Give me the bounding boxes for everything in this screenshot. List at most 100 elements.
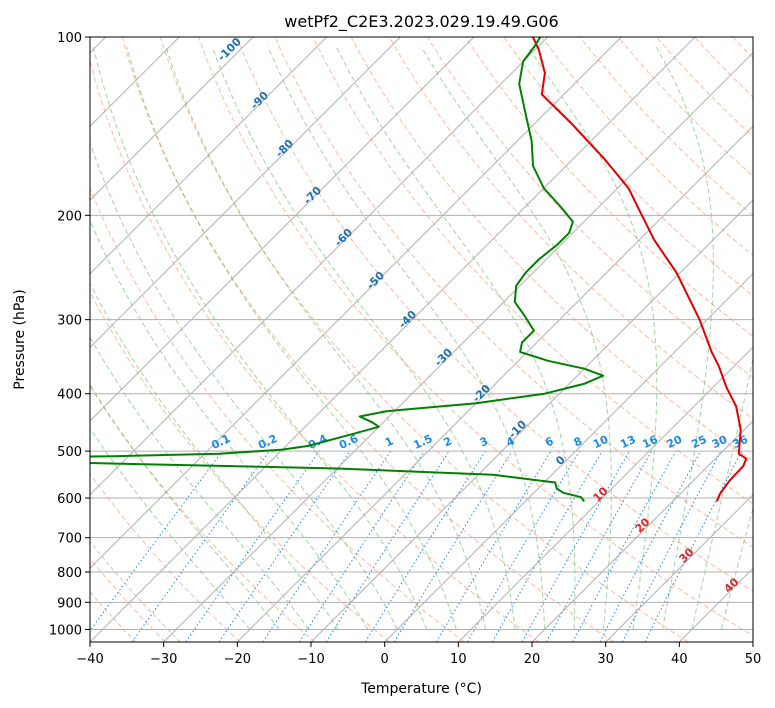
dry-adiabat-line	[236, 37, 753, 592]
mixing-ratio-line	[393, 450, 513, 642]
dry-adiabat-line	[465, 37, 753, 337]
moist-adiabat-line	[165, 46, 487, 630]
mixing-ratio-label: 10	[591, 433, 611, 451]
dewpoint-line	[90, 37, 605, 502]
x-tick-label: 0	[381, 652, 389, 667]
mixing-ratio-label: 6	[543, 434, 556, 449]
x-tick-label: −30	[150, 652, 177, 667]
moist-adiabat-line	[421, 46, 612, 630]
mixing-ratio-label: 0.2	[256, 432, 279, 452]
x-tick-label: −40	[76, 652, 103, 667]
moist-adiabat-line	[126, 46, 457, 630]
y-tick-label: 600	[57, 492, 82, 507]
x-tick-label: −20	[224, 652, 251, 667]
dry-adiabat-line	[771, 37, 775, 642]
x-axis: −40 −30 −20 −10 0 10 20 30 40 50	[76, 642, 761, 667]
y-axis: 100 200 300 400 500 600 700 800 900 1000	[49, 31, 90, 638]
x-axis-label: Temperature (°C)	[360, 681, 482, 697]
mixing-ratio-label: 0.1	[209, 432, 232, 452]
moist-adiabat-line	[655, 46, 714, 630]
isotherm-line	[90, 37, 401, 349]
isotherm-label: -60	[332, 226, 355, 249]
dry-adiabat-line	[159, 37, 689, 642]
mixing-ratio-line	[325, 450, 450, 642]
mixing-ratio-line	[521, 450, 630, 642]
isotherm-line	[90, 37, 622, 570]
mixing-ratio-label: 2	[442, 434, 454, 449]
y-axis-label: Pressure (hPa)	[12, 289, 28, 389]
moist-adiabat-line	[267, 46, 546, 630]
mixing-ratio-line	[90, 450, 223, 632]
moist-adiabat-line	[211, 46, 516, 630]
isotherm-line	[605, 493, 753, 642]
dry-adiabat-label: 30	[677, 545, 697, 565]
isotherm-line	[236, 125, 753, 642]
dry-adiabat-line	[312, 37, 753, 505]
mixing-ratio-line	[131, 450, 270, 642]
isotherm-line	[163, 51, 753, 642]
mixing-ratio-lines	[90, 450, 743, 642]
dry-adiabat-label: 10	[591, 484, 611, 504]
dry-adiabat-line	[274, 37, 753, 548]
sounding-series	[90, 37, 748, 502]
moist-adiabat-line	[92, 46, 428, 630]
mixing-ratio-line	[218, 450, 351, 642]
x-tick-label: 40	[671, 652, 688, 667]
isotherm-label: -90	[248, 89, 271, 112]
dry-adiabat-line	[388, 37, 753, 420]
dry-adiabat-line	[579, 37, 753, 217]
y-tick-label: 700	[57, 532, 82, 547]
x-tick-label: 50	[745, 652, 762, 667]
isotherm-line	[310, 199, 753, 642]
mixing-ratio-label: 20	[665, 433, 685, 451]
isotherm-label: -100	[215, 35, 244, 64]
dry-adiabat-label: 20	[633, 515, 653, 535]
x-tick-label: 10	[450, 652, 467, 667]
mixing-ratio-line	[364, 450, 486, 642]
y-tick-label: 400	[57, 388, 82, 403]
mixing-ratio-line	[467, 450, 580, 642]
dry-adiabat-line	[90, 472, 241, 642]
dry-adiabats	[90, 37, 775, 642]
skewed-isotherms	[90, 37, 753, 642]
isotherm-line	[90, 37, 696, 642]
isotherm-line	[457, 346, 753, 642]
mixing-ratio-line	[435, 450, 552, 642]
mixing-ratio-label: 8	[572, 434, 584, 449]
dry-adiabat-label: 40	[722, 575, 742, 595]
isotherm-line	[90, 37, 254, 201]
moist-adiabat-line	[90, 383, 280, 630]
y-tick-label: 200	[57, 209, 82, 224]
moist-adiabat-line	[90, 219, 369, 630]
isotherm-line	[752, 641, 753, 642]
dry-adiabat-line	[90, 384, 316, 642]
mixing-ratio-label: 3	[478, 434, 490, 449]
mixing-ratio-label: 1	[383, 434, 395, 449]
temperature-line	[531, 37, 748, 502]
moist-adiabat-line	[90, 141, 398, 630]
plot-area: 0.1 0.2 0.4 0.6 1 1.5 2 3 4 6 8 10 13 16 20 25 30 36-100-…	[90, 35, 775, 642]
mixing-ratio-line	[572, 450, 677, 642]
mixing-ratio-label: 30	[710, 433, 730, 451]
y-tick-label: 100	[57, 31, 82, 46]
moist-adiabat-line	[90, 427, 251, 630]
dry-adiabat-line	[121, 37, 614, 642]
isotherm-line	[90, 37, 549, 496]
x-tick-label: 30	[597, 652, 614, 667]
y-tick-label: 300	[57, 314, 82, 329]
mixing-ratio-label: 16	[640, 433, 660, 451]
dry-adiabat-line	[656, 37, 753, 138]
dry-adiabat-line	[350, 37, 753, 462]
y-tick-label: 500	[57, 445, 82, 460]
isotherm-line	[90, 37, 475, 422]
mixing-ratio-line	[545, 450, 653, 642]
dry-adiabat-line	[732, 37, 753, 59]
mixing-ratio-label: 25	[689, 433, 708, 451]
x-tick-label: 20	[524, 652, 541, 667]
isotherm-label: -30	[432, 346, 455, 369]
dry-adiabat-line	[426, 37, 753, 378]
isotherm-line	[531, 420, 753, 642]
isotherm-label: -70	[301, 184, 324, 207]
mixing-ratio-label: 13	[618, 433, 637, 451]
